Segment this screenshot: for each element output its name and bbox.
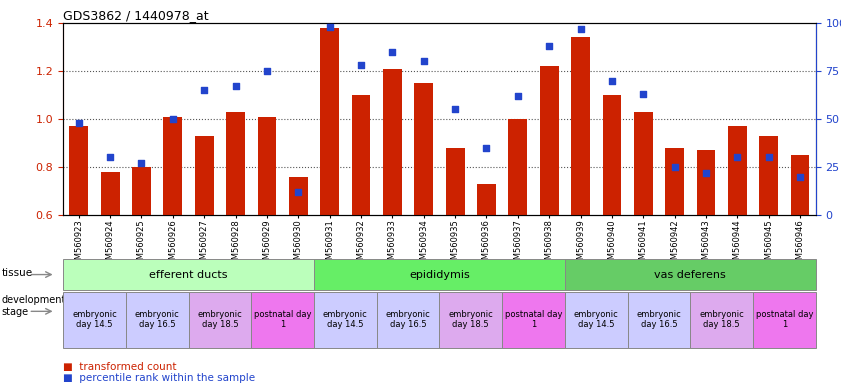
Text: postnatal day
1: postnatal day 1 — [505, 310, 563, 329]
Point — [135, 160, 148, 166]
Text: epididymis: epididymis — [409, 270, 470, 280]
Bar — [665, 148, 684, 215]
Text: tissue: tissue — [1, 268, 33, 278]
Text: embryonic
day 18.5: embryonic day 18.5 — [448, 310, 493, 329]
Bar — [759, 136, 778, 215]
Bar — [540, 66, 558, 215]
Point — [354, 62, 368, 68]
Bar — [132, 167, 151, 215]
Point — [606, 78, 619, 84]
Bar — [415, 83, 433, 215]
Bar — [69, 126, 88, 215]
Bar — [320, 28, 339, 215]
Text: development
stage: development stage — [1, 295, 66, 316]
Point — [198, 87, 211, 93]
Text: embryonic
day 14.5: embryonic day 14.5 — [72, 310, 117, 329]
Point — [448, 106, 462, 113]
Point — [323, 24, 336, 30]
Bar — [352, 95, 370, 215]
Point — [103, 154, 117, 161]
Bar — [791, 155, 810, 215]
Text: embryonic
day 16.5: embryonic day 16.5 — [637, 310, 681, 329]
Text: postnatal day
1: postnatal day 1 — [756, 310, 813, 329]
Text: embryonic
day 18.5: embryonic day 18.5 — [198, 310, 242, 329]
Bar — [696, 150, 716, 215]
Text: embryonic
day 18.5: embryonic day 18.5 — [700, 310, 744, 329]
Bar — [383, 69, 402, 215]
Point — [793, 174, 807, 180]
Bar — [728, 126, 747, 215]
Bar — [226, 112, 245, 215]
Point — [542, 43, 556, 49]
Text: efferent ducts: efferent ducts — [149, 270, 228, 280]
Text: ■  percentile rank within the sample: ■ percentile rank within the sample — [63, 373, 255, 383]
Bar — [509, 119, 527, 215]
Bar — [571, 38, 590, 215]
Text: embryonic
day 16.5: embryonic day 16.5 — [386, 310, 431, 329]
Text: ■  transformed count: ■ transformed count — [63, 362, 177, 372]
Point — [292, 189, 305, 195]
Point — [386, 49, 399, 55]
Point — [762, 154, 775, 161]
Bar — [602, 95, 621, 215]
Bar — [288, 177, 308, 215]
Point — [511, 93, 525, 99]
Point — [731, 154, 744, 161]
Text: vas deferens: vas deferens — [654, 270, 726, 280]
Bar — [634, 112, 653, 215]
Bar — [163, 117, 182, 215]
Bar — [195, 136, 214, 215]
Text: GDS3862 / 1440978_at: GDS3862 / 1440978_at — [63, 9, 209, 22]
Point — [574, 26, 587, 32]
Point — [72, 120, 86, 126]
Point — [668, 164, 681, 170]
Point — [260, 68, 273, 74]
Point — [229, 83, 242, 89]
Point — [479, 145, 493, 151]
Bar — [446, 148, 464, 215]
Bar — [257, 117, 277, 215]
Point — [167, 116, 180, 122]
Point — [637, 91, 650, 97]
Text: embryonic
day 16.5: embryonic day 16.5 — [135, 310, 179, 329]
Text: postnatal day
1: postnatal day 1 — [254, 310, 311, 329]
Bar — [477, 184, 496, 215]
Text: embryonic
day 14.5: embryonic day 14.5 — [574, 310, 619, 329]
Point — [417, 58, 431, 65]
Text: embryonic
day 14.5: embryonic day 14.5 — [323, 310, 368, 329]
Point — [699, 170, 712, 176]
Bar — [101, 172, 119, 215]
